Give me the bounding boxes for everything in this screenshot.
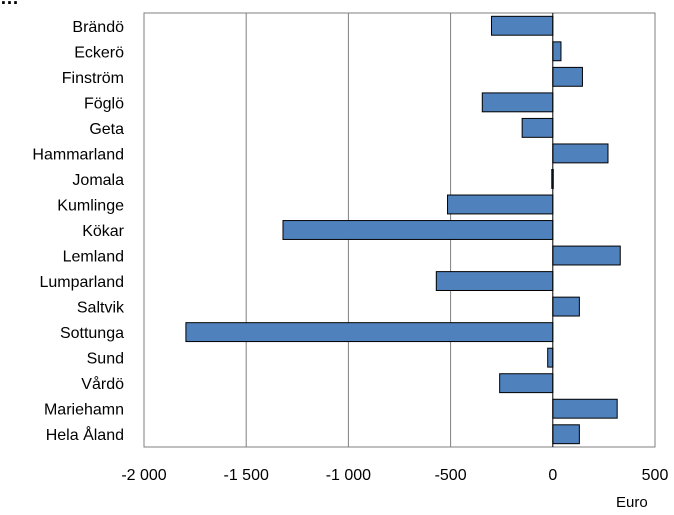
x-tick-label: -1 500	[224, 467, 269, 484]
bar-geta	[521, 117, 554, 138]
bar-eckerö	[552, 41, 562, 62]
bar-hammarland	[552, 143, 609, 164]
bar-finström	[552, 66, 583, 87]
bar-sottunga	[185, 322, 554, 343]
x-tick-label: -1 000	[326, 467, 371, 484]
bar-mariehamn	[552, 398, 618, 419]
bar-kökar	[282, 220, 554, 240]
x-tick-label: -500	[435, 467, 467, 484]
bar-brändö	[490, 15, 554, 36]
bar-hela-åland	[552, 424, 580, 445]
category-label: Vårdö	[81, 375, 124, 393]
category-label: Kökar	[82, 223, 124, 240]
category-label: Geta	[89, 121, 124, 138]
bar-kumlinge	[447, 194, 554, 215]
plot-frame	[143, 12, 656, 448]
bar-saltvik	[552, 296, 580, 317]
chart-title: …	[0, 0, 674, 12]
category-label: Brändö	[72, 19, 124, 36]
category-label: Sund	[87, 351, 124, 368]
unit-label: Euro	[616, 494, 648, 511]
category-label: Lumparland	[40, 274, 125, 291]
category-label: Jomala	[72, 172, 124, 189]
x-tick-label: 0	[548, 467, 557, 484]
category-label: Saltvik	[77, 300, 125, 317]
bar-lumparland	[435, 271, 554, 292]
category-label: Kumlinge	[57, 197, 124, 214]
bar-sund	[547, 347, 554, 368]
category-label: Sottunga	[60, 325, 124, 342]
x-tick-label: 500	[642, 467, 669, 484]
bar-lemland	[552, 245, 621, 266]
category-label: Lemland	[63, 249, 124, 266]
category-label: Hammarland	[32, 146, 124, 163]
category-label: Mariehamn	[44, 402, 124, 419]
category-label: Föglö	[84, 95, 124, 112]
category-label: Eckerö	[74, 44, 124, 61]
x-tick-label: -2 000	[121, 467, 166, 484]
bar-föglö	[481, 92, 554, 113]
category-label: Hela Åland	[46, 425, 124, 444]
category-label: Finström	[62, 70, 124, 87]
bar-vårdö	[499, 373, 554, 394]
